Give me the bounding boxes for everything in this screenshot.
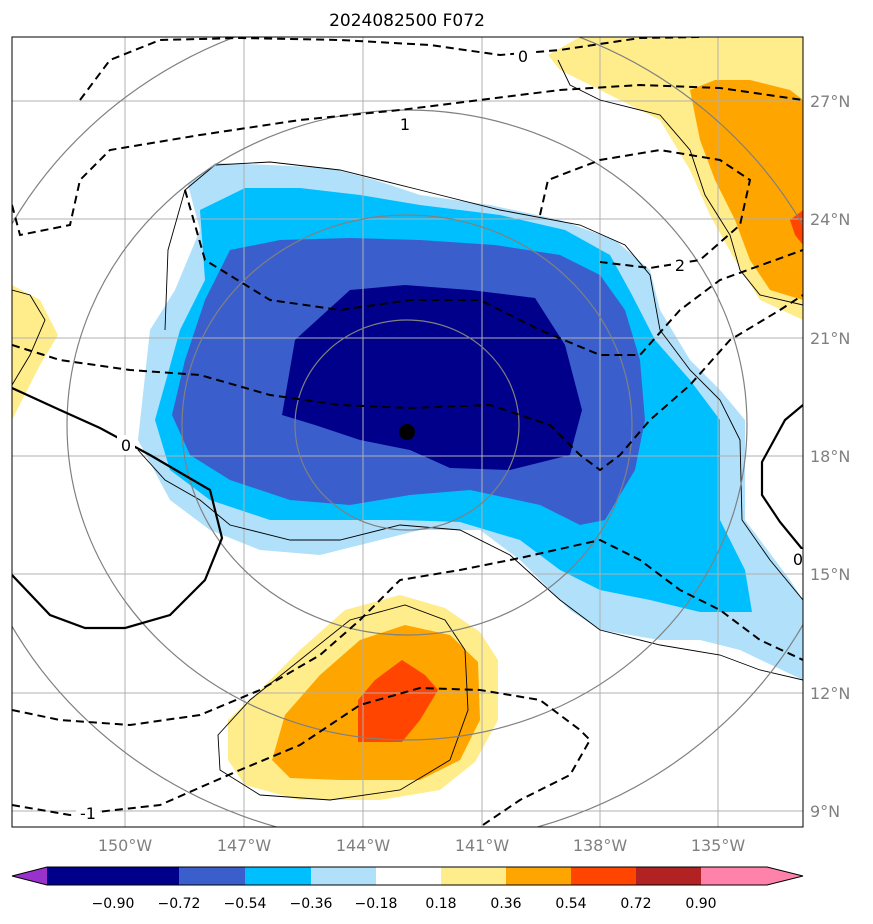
solid-contours <box>12 387 803 630</box>
colorbar-segment <box>311 867 376 885</box>
colorbar-extend-high <box>767 867 803 885</box>
center-marker <box>399 424 415 440</box>
colorbar-segment <box>376 867 441 885</box>
contour-label-dashed-1: 1 <box>400 115 410 134</box>
contour-label-dashed-neg1: -1 <box>80 804 96 823</box>
lat-tick-label: 18°N <box>810 447 850 466</box>
contour-label-solid-0-east: 0 <box>793 550 803 569</box>
colorbar-segment <box>441 867 506 885</box>
dashed-contours <box>12 37 803 827</box>
colorbar-label: −0.90 <box>92 896 135 912</box>
lon-tick-label: 141°W <box>455 836 510 855</box>
map-content: 0 1 2 -1 0 0 <box>12 37 803 827</box>
anomaly-fill-west <box>12 285 58 420</box>
lon-tick-label: 150°W <box>98 836 153 855</box>
colorbar-label: −0.54 <box>224 896 267 912</box>
lon-tick-label: 138°W <box>573 836 628 855</box>
contour-label-solid-0-west: 0 <box>121 436 131 455</box>
colorbar-segment <box>506 867 571 885</box>
colorbar-label: −0.72 <box>158 896 201 912</box>
thin-outline-contours <box>12 59 803 801</box>
colorbar-label: 0.54 <box>555 896 586 912</box>
colorbar-label: −0.36 <box>290 896 333 912</box>
contour-label-dashed-2: 2 <box>675 256 685 275</box>
colorbar-segment <box>701 867 767 885</box>
lat-tick-label: 21°N <box>810 329 850 348</box>
anomaly-fill-south-red <box>358 660 438 742</box>
contour-labels: 0 1 2 -1 0 0 <box>76 46 803 823</box>
lat-tick-label: 12°N <box>810 684 850 703</box>
lon-tick-label: 147°W <box>217 836 272 855</box>
lon-tick-labels: 150°W 147°W 144°W 141°W 138°W 135°W <box>98 836 746 855</box>
lat-tick-label: 24°N <box>810 210 850 229</box>
colorbar-label: 0.72 <box>620 896 651 912</box>
colorbar-label: 0.36 <box>490 896 521 912</box>
colorbar-label: −0.18 <box>355 896 398 912</box>
contour-label-dashed-0: 0 <box>518 47 528 66</box>
map-frame <box>11 36 804 828</box>
lat-tick-labels: 27°N 24°N 21°N 18°N 15°N 12°N 9°N <box>810 92 850 821</box>
colorbar-label: 0.90 <box>685 896 716 912</box>
colorbar-label: 0.18 <box>425 896 456 912</box>
colorbar-segment <box>113 867 179 885</box>
lon-tick-label: 135°W <box>691 836 746 855</box>
colorbar: −0.90 −0.72 −0.54 −0.36 −0.18 0.18 0.36 … <box>11 866 804 912</box>
colorbar-outline <box>11 866 804 886</box>
map-title: 2024082500 F072 <box>329 11 485 31</box>
lat-tick-label: 9°N <box>810 802 840 821</box>
colorbar-segment <box>571 867 636 885</box>
colorbar-segment <box>179 867 245 885</box>
colorbar-segment <box>47 867 113 885</box>
colorbar-segment <box>636 867 701 885</box>
lat-tick-label: 15°N <box>810 565 850 584</box>
lat-tick-label: 27°N <box>810 92 850 111</box>
lon-tick-label: 144°W <box>336 836 391 855</box>
colorbar-segment <box>245 867 311 885</box>
colorbar-extend-low <box>12 867 47 885</box>
gridlines <box>12 37 803 827</box>
